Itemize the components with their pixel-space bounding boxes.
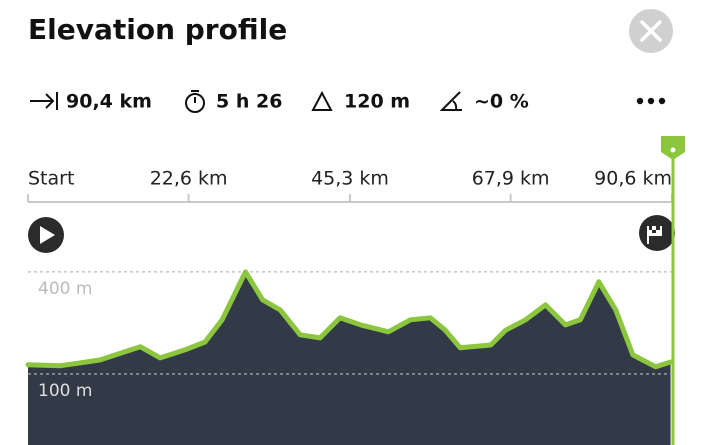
stat-slope: ~0 % [474,91,529,113]
stat-ascent: 120 m [344,91,410,113]
y-tick-label: 400 m [38,279,92,299]
chart: Start 22,6 km 45,3 km 67,9 km 90,6 km 400 m 10… [25,168,674,445]
finish-icon [639,215,675,251]
position-cursor[interactable] [661,136,685,445]
distance-icon [30,92,58,110]
slope-icon [439,91,462,111]
x-tick-label: 67,9 km [472,168,550,190]
close-button[interactable] [629,9,673,53]
x-tick-label: Start [28,168,74,190]
elevation-line [25,269,674,370]
stat-time: 5 h 26 [216,91,282,113]
x-tick-label: 45,3 km [311,168,389,190]
time-icon [185,90,205,113]
stat-distance: 90,4 km [66,91,152,113]
title: Elevation profile [28,13,287,46]
x-tick-label: 22,6 km [150,168,228,190]
y-tick-label: 100 m [38,381,92,401]
x-tick-label: 90,6 km [594,168,672,190]
elevation-area [28,271,671,445]
more-menu[interactable] [636,97,666,105]
start-icon [28,217,64,253]
ascent-icon [311,90,333,111]
